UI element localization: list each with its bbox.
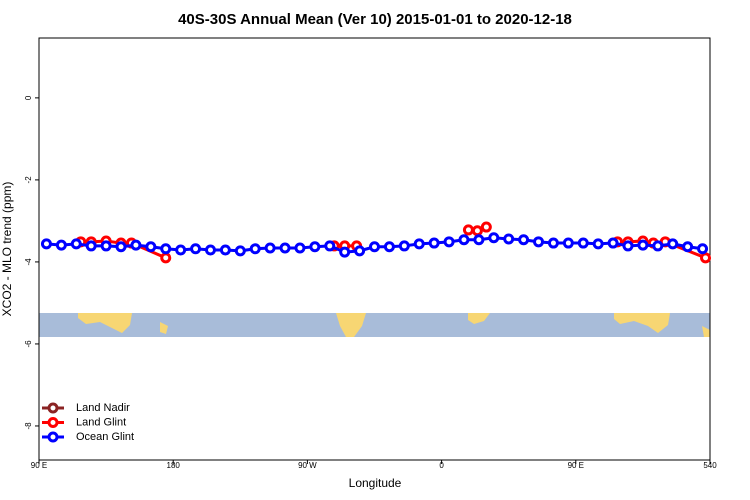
data-point: [622, 240, 634, 252]
data-point: [115, 241, 127, 253]
data-point: [637, 239, 649, 251]
data-point: [473, 234, 485, 246]
data-point: [160, 243, 172, 255]
x-tick-label: 540: [703, 461, 717, 470]
legend-marker: [47, 402, 59, 414]
data-point: [443, 236, 455, 248]
data-point: [667, 238, 679, 250]
data-point: [130, 239, 142, 251]
y-tick-label: -4: [24, 258, 33, 266]
chart-title: 40S-30S Annual Mean (Ver 10) 2015-01-01 …: [178, 11, 572, 28]
y-axis-label: XCO2 - MLO trend (ppm): [0, 182, 14, 317]
data-point: [339, 246, 351, 258]
data-point: [518, 234, 530, 246]
legend-label: Land Nadir: [76, 402, 130, 414]
x-tick-label: 0: [439, 461, 444, 470]
data-point: [70, 238, 82, 250]
data-point: [700, 252, 712, 264]
data-point: [547, 237, 559, 249]
data-point: [249, 243, 261, 255]
data-point: [428, 237, 440, 249]
data-point: [413, 238, 425, 250]
x-tick-label: 180: [167, 461, 181, 470]
data-point: [592, 238, 604, 250]
data-point: [294, 242, 306, 254]
data-point: [652, 240, 664, 252]
data-point: [697, 243, 709, 255]
plot-frame: [38, 37, 711, 461]
y-tick-label: -8: [24, 422, 33, 430]
data-point: [354, 245, 366, 257]
data-point: [488, 232, 500, 244]
legend-label: Land Glint: [76, 416, 126, 428]
data-point: [279, 242, 291, 254]
data-point: [607, 237, 619, 249]
data-point: [40, 238, 52, 250]
data-point: [55, 239, 67, 251]
map-strip: [39, 313, 710, 337]
legend-label: Ocean Glint: [76, 431, 134, 443]
data-point: [383, 241, 395, 253]
data-point: [324, 240, 336, 252]
data-point: [264, 242, 276, 254]
data-point: [577, 237, 589, 249]
data-point: [309, 241, 321, 253]
data-point: [503, 233, 515, 245]
data-point: [100, 240, 112, 252]
data-point: [462, 224, 474, 236]
x-axis-label: Longitude: [349, 476, 402, 490]
legend-marker: [47, 431, 59, 443]
y-tick-label: -6: [24, 340, 33, 348]
data-point: [85, 240, 97, 252]
data-point: [480, 221, 492, 233]
legend-marker: [47, 417, 59, 428]
data-point: [145, 241, 157, 253]
data-point: [160, 252, 172, 264]
data-point: [204, 244, 216, 256]
y-tick-label: -2: [24, 176, 33, 184]
y-tick-label: 0: [24, 95, 33, 100]
data-point: [562, 237, 574, 249]
data-point: [682, 241, 694, 253]
x-tick-label: 90 E: [568, 461, 584, 470]
data-point: [175, 244, 187, 256]
data-point: [533, 236, 545, 248]
data-point: [458, 234, 470, 246]
data-point: [398, 240, 410, 252]
data-point: [471, 225, 483, 237]
data-point: [219, 244, 231, 256]
data-point: [369, 241, 380, 253]
data-point: [190, 243, 202, 255]
x-tick-label: 90 E: [31, 461, 47, 470]
x-tick-label: 90 W: [298, 461, 317, 470]
data-point: [234, 245, 246, 257]
